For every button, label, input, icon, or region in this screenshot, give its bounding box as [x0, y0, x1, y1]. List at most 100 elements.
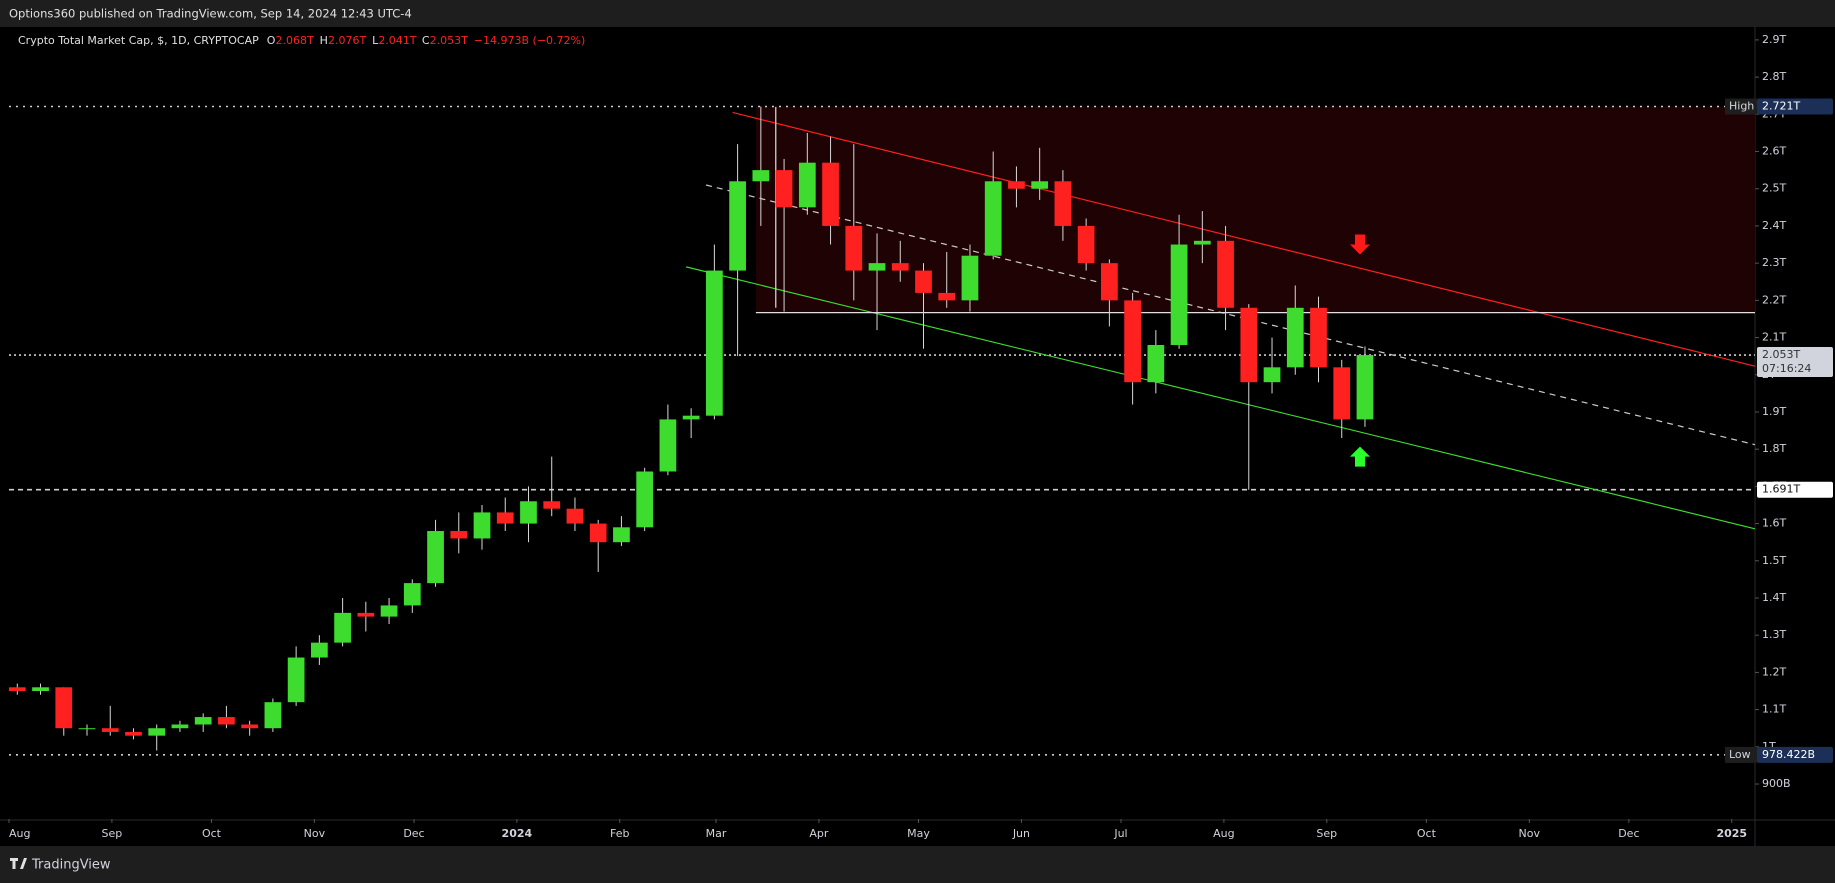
candle-body — [798, 162, 816, 208]
candle-body — [218, 717, 235, 725]
legend-value: 2.053T — [430, 34, 468, 47]
candle-body — [55, 687, 73, 729]
y-tick-label: 1.5T — [1762, 554, 1786, 567]
published-note: Options360 published on TradingView.com,… — [9, 7, 412, 21]
candle-body — [1147, 344, 1165, 383]
y-tick-label: 2.9T — [1762, 33, 1786, 46]
candle-body — [682, 415, 700, 420]
x-tick-label: Oct — [1417, 827, 1437, 840]
candle-body — [125, 731, 142, 736]
legend-key: H — [320, 34, 328, 47]
candle-body — [752, 170, 770, 182]
x-tick-label: Nov — [304, 827, 326, 840]
x-tick-label: Sep — [1316, 827, 1337, 840]
candle-body — [1170, 244, 1188, 345]
price-tag-name: Low — [1729, 748, 1751, 761]
candle-body — [891, 263, 909, 271]
y-tick-label: 900B — [1762, 777, 1791, 790]
trend-line — [732, 111, 1756, 367]
y-tick-label: 1.3T — [1762, 628, 1786, 641]
candle-body — [264, 702, 282, 729]
candle-body — [148, 728, 166, 736]
legend-key: O — [267, 34, 276, 47]
x-tick-label: Oct — [202, 827, 222, 840]
price-tag-label: 2.053T — [1762, 348, 1800, 361]
legend-value: 2.041T — [378, 34, 416, 47]
x-tick-label: 2024 — [502, 827, 533, 840]
price-tag — [1757, 347, 1833, 378]
resistance-zone — [755, 106, 1755, 313]
price-tag-label: 2.721T — [1762, 100, 1800, 113]
x-tick-label: 2025 — [1716, 827, 1747, 840]
candle-body — [287, 657, 305, 703]
candle-body — [310, 642, 328, 658]
candle-body — [241, 724, 259, 729]
top-bar — [0, 0, 1835, 27]
y-tick-label: 1.9T — [1762, 405, 1786, 418]
candle-body — [194, 717, 212, 725]
y-tick-label: 1.2T — [1762, 665, 1786, 678]
candle-body — [403, 583, 421, 606]
legend-value: 2.076T — [328, 34, 366, 47]
candle-body — [961, 255, 979, 301]
candle-body — [543, 501, 561, 509]
legend-key: C — [422, 34, 430, 47]
candle-body — [101, 728, 119, 732]
candle-body — [984, 181, 1002, 256]
y-tick-label: 1.4T — [1762, 591, 1786, 604]
candle-body — [334, 612, 351, 643]
x-tick-label: May — [907, 827, 930, 840]
candle-body — [1101, 263, 1118, 301]
x-tick-label: Dec — [1618, 827, 1639, 840]
candle-body — [473, 512, 491, 539]
candle-body — [1193, 240, 1211, 245]
legend-text: Crypto Total Market Cap, $, 1D, CRYPTOCA… — [18, 34, 585, 47]
x-tick-label: Jul — [1113, 827, 1127, 840]
candle-body — [915, 270, 932, 293]
x-tick-label: Aug — [1213, 827, 1234, 840]
candle-body — [868, 263, 886, 271]
candle-body — [566, 508, 584, 524]
candle-body — [659, 419, 677, 472]
x-tick-label: Aug — [9, 827, 30, 840]
candle-body — [706, 270, 723, 416]
price-tag-label: 978.422B — [1762, 748, 1815, 761]
x-tick-label: Feb — [610, 827, 629, 840]
candle-body — [1008, 181, 1025, 189]
candle-body — [1031, 181, 1049, 189]
footer-bar — [0, 846, 1835, 883]
candle-body — [1240, 307, 1258, 383]
candle-body — [775, 170, 793, 208]
candle-body — [32, 687, 49, 692]
price-tag-name: High — [1729, 100, 1754, 113]
price-tag-name-bg — [1725, 746, 1757, 763]
y-tick-label: 2.2T — [1762, 293, 1786, 306]
y-tick-label: 2.6T — [1762, 145, 1786, 158]
candle-body — [450, 531, 468, 539]
candle-body — [8, 687, 26, 692]
y-tick-label: 2.4T — [1762, 219, 1786, 232]
y-tick-label: 2.3T — [1762, 256, 1786, 269]
x-tick-label: Nov — [1519, 827, 1541, 840]
candle-body — [729, 181, 746, 271]
candle-body — [613, 527, 630, 543]
price-tag-label: 1.691T — [1762, 483, 1800, 496]
x-tick-label: Apr — [809, 827, 829, 840]
legend-key: L — [372, 34, 379, 47]
plot: 2.9T2.8T2.7T2.6T2.5T2.4T2.3T2.2T2.1T2T1.… — [8, 33, 1833, 840]
y-tick-label: 2.1T — [1762, 331, 1786, 344]
legend-value: 2.068T — [275, 34, 313, 47]
candle-body — [1263, 367, 1281, 383]
y-tick-label: 2.8T — [1762, 70, 1786, 83]
y-tick-label: 1.1T — [1762, 703, 1786, 716]
candle-body — [589, 523, 607, 543]
candle-body — [822, 162, 839, 226]
candle-body — [78, 728, 96, 730]
candle-body — [845, 225, 863, 271]
candle-body — [1217, 240, 1234, 308]
legend-change: −14.973B (−0.72%) — [474, 34, 586, 47]
candle-body — [427, 531, 444, 584]
price-tag-name-bg — [1725, 98, 1757, 115]
price-tag — [1757, 481, 1833, 498]
